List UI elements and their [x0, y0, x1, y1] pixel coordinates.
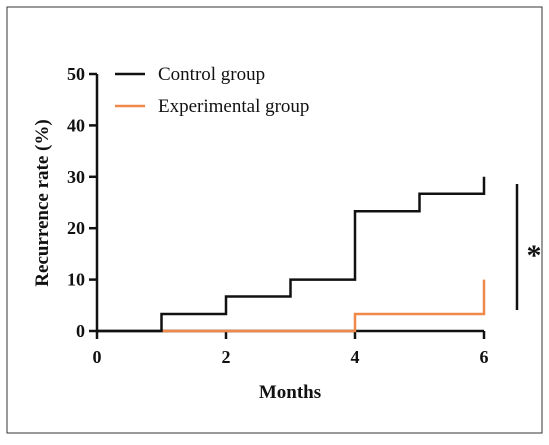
series-line-control-group — [97, 176, 486, 333]
figure-frame — [6, 6, 543, 434]
y-tick-label: 40 — [67, 115, 85, 135]
x-axis-title: Months — [259, 382, 321, 403]
y-tick-label: 30 — [67, 167, 85, 187]
y-tick-label: 0 — [76, 321, 85, 341]
x-tick-label: 4 — [351, 347, 360, 367]
x-tick-label: 2 — [222, 347, 231, 367]
series-line-experimental-group — [161, 279, 486, 333]
legend: Control group Experimental group — [115, 64, 309, 117]
annotations: * — [515, 184, 542, 310]
y-tick-label: 20 — [67, 218, 85, 238]
x-tick-label: 0 — [93, 347, 102, 367]
legend-label-experimental-group: Experimental group — [158, 96, 309, 117]
x-tick-label: 6 — [480, 347, 489, 367]
legend-label-control-group: Control group — [158, 64, 265, 85]
y-axis: 0 10 20 30 40 50 — [67, 64, 99, 341]
y-tick-label: 50 — [67, 64, 85, 84]
plot-area — [97, 176, 486, 333]
y-tick-label: 10 — [67, 270, 85, 290]
x-axis: 0 2 4 6 — [93, 329, 489, 367]
y-axis-title: Recurrence rate (%) — [32, 119, 53, 286]
significance-marker: * — [527, 239, 542, 272]
